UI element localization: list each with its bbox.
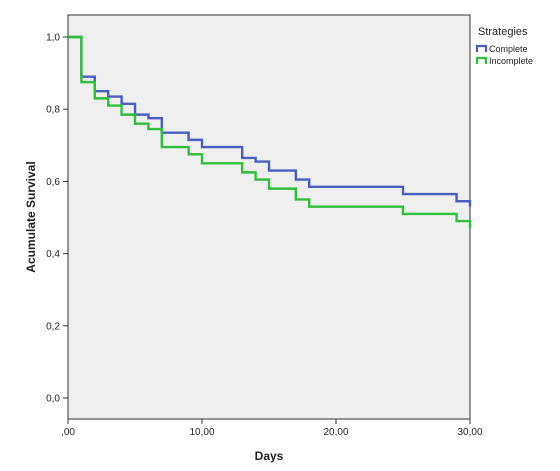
series-layer — [68, 35, 472, 229]
x-tick-label: ,00 — [61, 427, 75, 438]
y-tick-label: 0,4 — [46, 249, 60, 260]
x-tick-label: 30,00 — [457, 427, 482, 438]
x-axis-label: Days — [255, 449, 284, 463]
legend-swatch-complete — [475, 44, 488, 52]
y-axis-label: Acumulate Survival — [24, 161, 38, 272]
x-tick-label: 20,00 — [323, 427, 348, 438]
legend-title: Strategies — [478, 26, 528, 38]
x-axis: ,00 10,00 20,00 30,00 — [61, 419, 483, 438]
legend-items: Complete Incomplete — [475, 44, 533, 66]
y-tick-label: 0,0 — [46, 394, 60, 405]
legend-label-incomplete: Incomplete — [489, 56, 533, 66]
legend-label-complete: Complete — [489, 44, 528, 54]
legend-swatch-incomplete — [475, 56, 488, 64]
y-tick-label: 0,2 — [46, 321, 60, 332]
x-tick-label: 10,00 — [189, 427, 214, 438]
y-axis: 0,0 0,2 0,4 0,6 0,8 1,0 — [46, 33, 68, 405]
legend: Strategies Complete Incomplete — [475, 26, 533, 66]
y-tick-label: 0,8 — [46, 105, 60, 116]
plot-area — [67, 14, 471, 420]
series-line-complete — [68, 35, 472, 207]
y-tick-label: 1,0 — [46, 33, 60, 44]
series-line-incomplete — [68, 35, 472, 229]
y-tick-label: 0,6 — [46, 177, 60, 188]
